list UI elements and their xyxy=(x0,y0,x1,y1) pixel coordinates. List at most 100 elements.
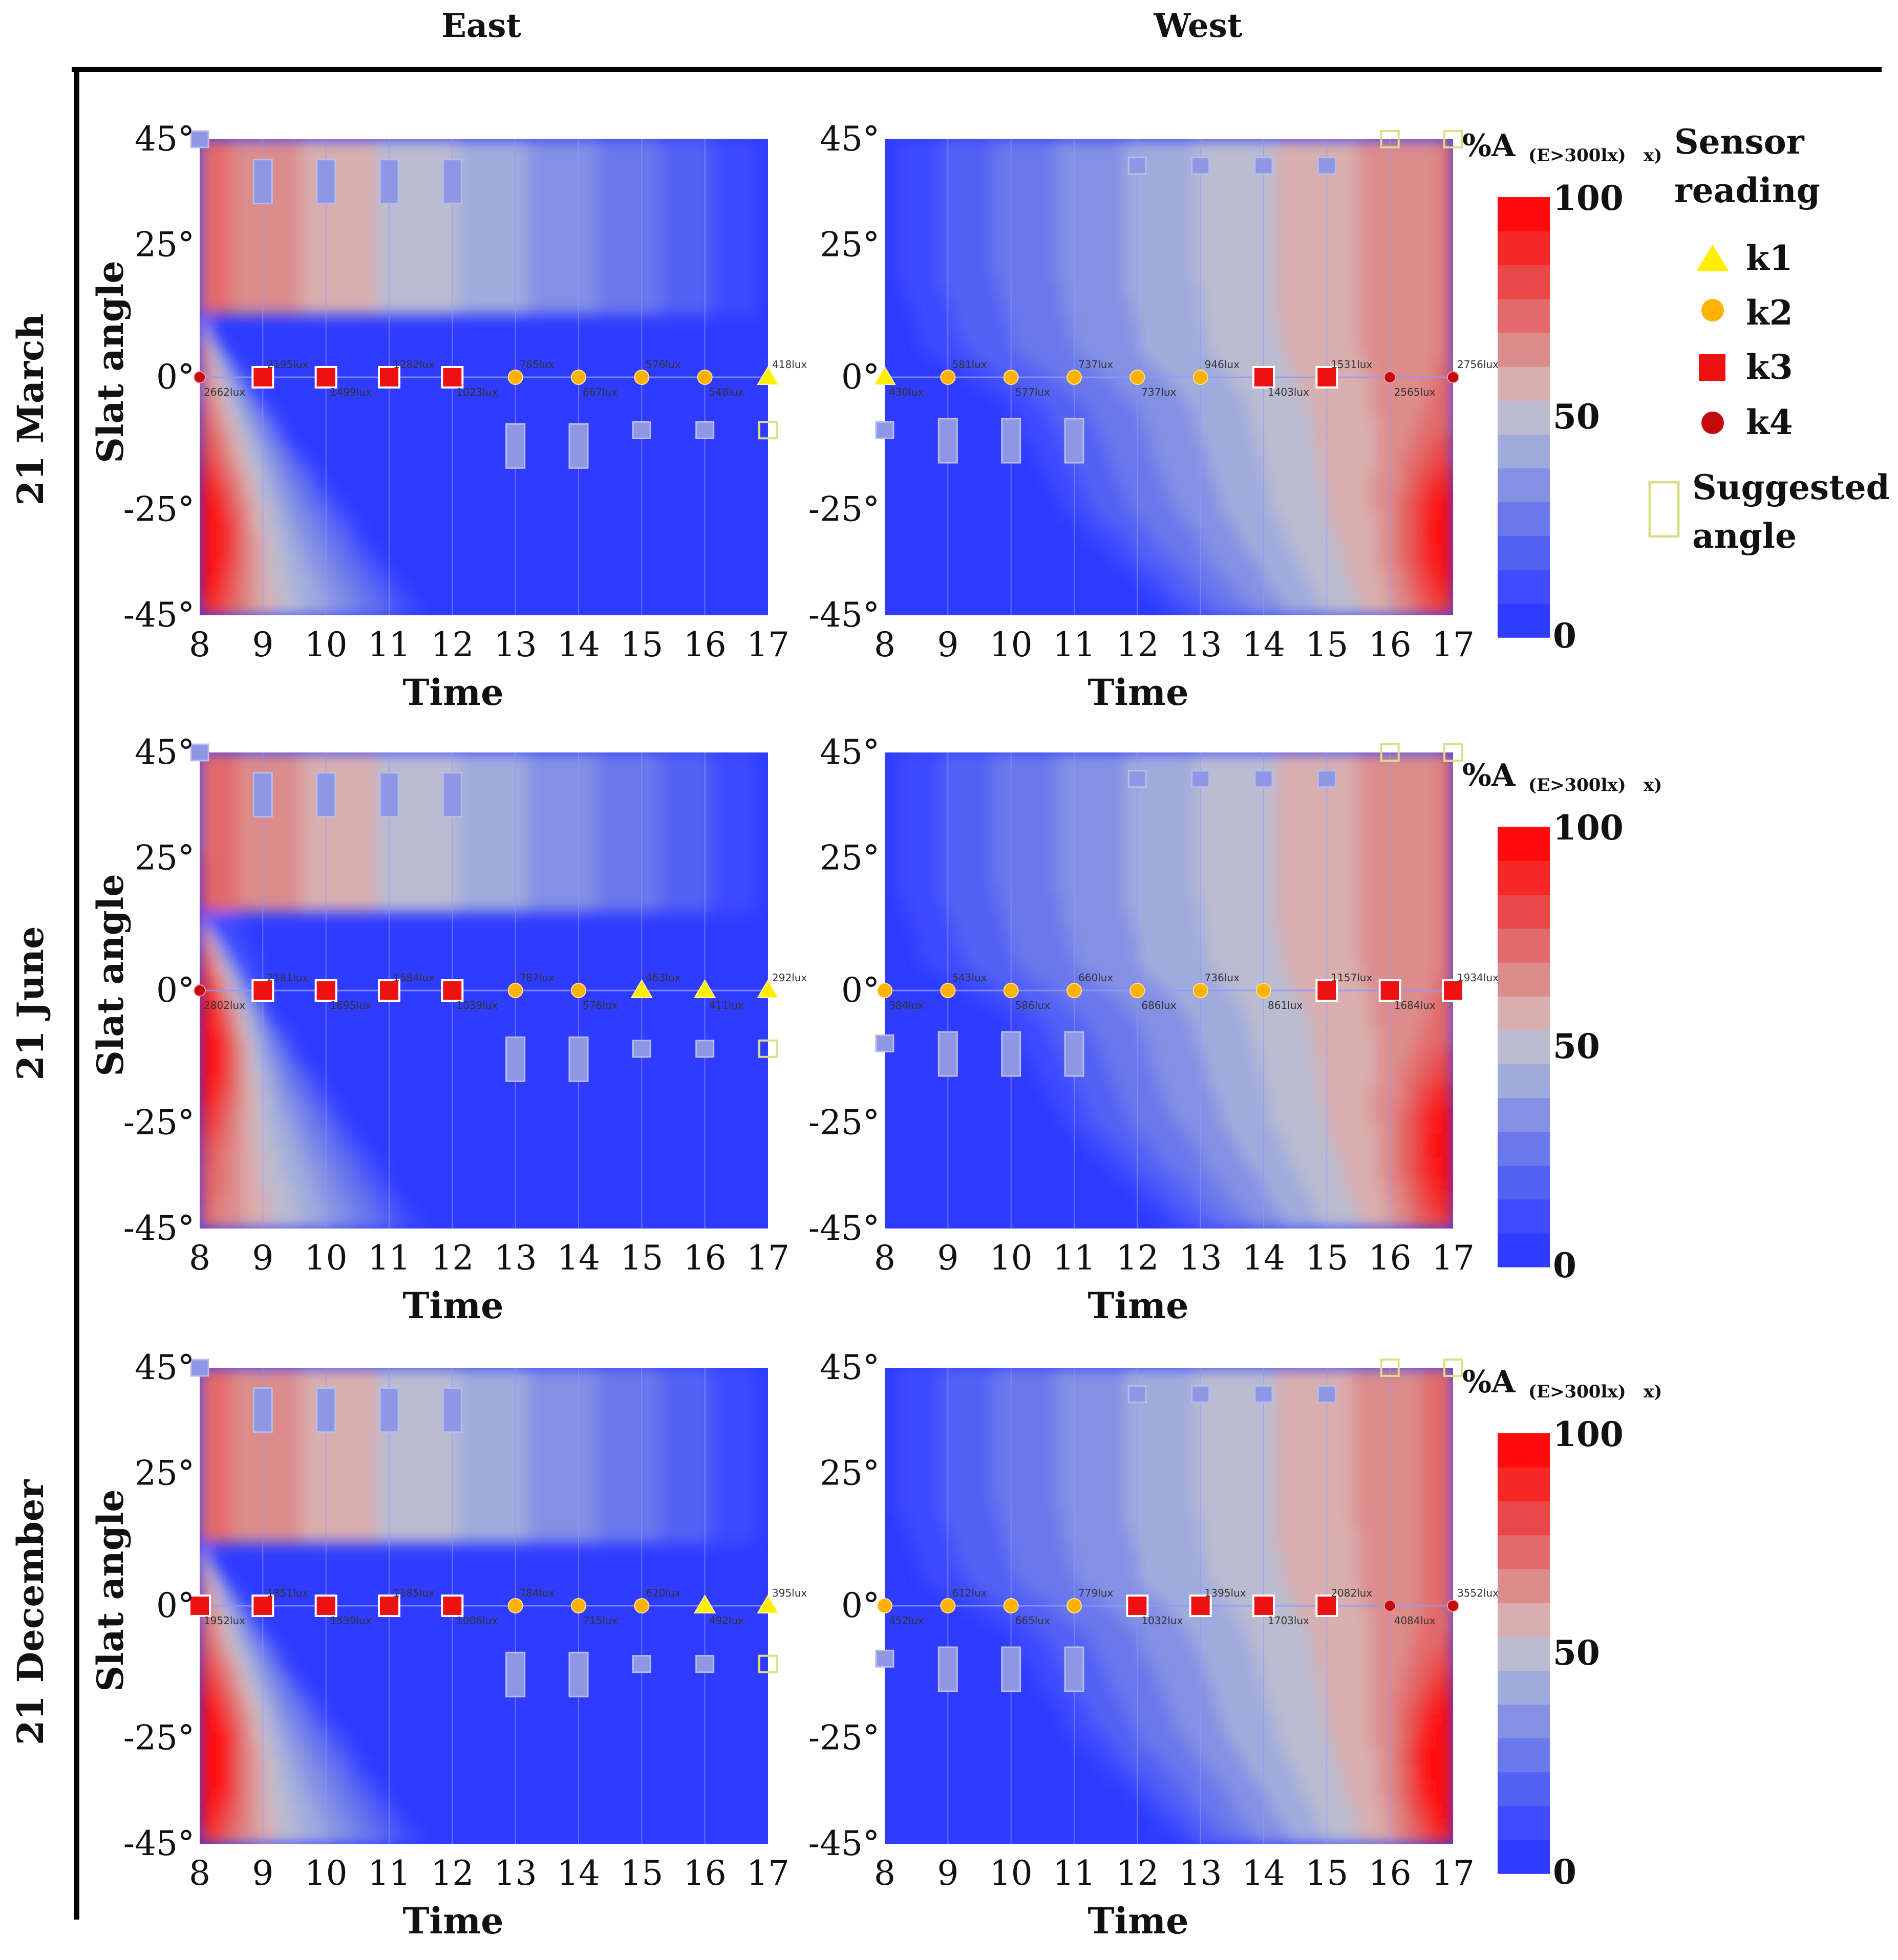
sensor-lux-label: 1282lux xyxy=(393,358,435,371)
colorbar-segment xyxy=(1498,1839,1550,1874)
y-axis-label: Slat angle xyxy=(89,1489,132,1692)
sensor-lux-label: 430lux xyxy=(889,386,924,398)
sensor-k2-marker xyxy=(1256,983,1271,998)
sensor-k3-marker xyxy=(251,1595,274,1617)
x-tick-label: 16 xyxy=(1369,625,1412,664)
colorbar-tick-label: 0 xyxy=(1553,1852,1576,1892)
sensor-lux-label: 1934lux xyxy=(1457,972,1499,984)
legend-k4-dot-marker xyxy=(1701,412,1724,434)
sensor-k3-marker xyxy=(1126,1595,1149,1617)
colorbar-tick-label: 50 xyxy=(1553,397,1600,437)
sensor-lux-label: 586lux xyxy=(1015,999,1050,1011)
x-tick-label: 17 xyxy=(747,1854,790,1893)
x-tick-label: 12 xyxy=(1116,625,1159,664)
x-tick-label: 9 xyxy=(937,625,958,664)
x-tick-label: 9 xyxy=(252,1854,273,1893)
colorbar-segment xyxy=(1498,569,1550,604)
sensor-lux-label: 3552lux xyxy=(1457,1587,1499,1599)
sensor-k2-marker xyxy=(877,1598,892,1613)
x-axis-label: Time xyxy=(402,671,503,714)
legend-k4-label: k4 xyxy=(1746,402,1793,442)
sensor-lux-label: 1695lux xyxy=(330,999,372,1011)
suggested-angle-marker xyxy=(695,421,715,439)
sensor-lux-label: 1684lux xyxy=(1394,999,1436,1011)
y-axis-label: Slat angle xyxy=(89,874,132,1076)
sensor-k2-marker xyxy=(697,370,713,385)
sensor-k2-marker xyxy=(507,1598,523,1613)
y-tick-label: 0° xyxy=(841,1586,880,1625)
x-tick-label: 9 xyxy=(937,1238,958,1278)
y-tick-label: 25° xyxy=(820,1454,880,1493)
colorbar-segment xyxy=(1498,996,1550,1030)
suggested-angle-marker xyxy=(937,1646,958,1692)
x-tick-label: 11 xyxy=(368,625,411,664)
suggested-angle-marker xyxy=(1317,1385,1336,1404)
sensor-lux-label: 2195lux xyxy=(267,358,308,371)
y-tick-label: -45° xyxy=(808,1209,880,1248)
panel-21-june-east: 2802lux 2181lux 1695lux 1584lux 1039lux 787lu… xyxy=(89,733,807,1327)
sensor-lux-label: 418lux xyxy=(772,358,807,371)
colorbar-segment xyxy=(1498,400,1550,435)
suggested-angle-marker xyxy=(1380,1359,1400,1377)
x-tick-label: 17 xyxy=(1432,1854,1475,1893)
y-tick-label: 25° xyxy=(820,225,880,265)
x-tick-label: 11 xyxy=(368,1238,411,1278)
colorbar-suffix: x) xyxy=(1644,145,1662,166)
suggested-angle-marker xyxy=(1317,770,1336,788)
suggested-angle-marker xyxy=(1191,1385,1210,1404)
sensor-k4-marker xyxy=(1383,371,1396,383)
suggested-angle-marker xyxy=(1064,418,1084,464)
suggested-angle-marker xyxy=(1064,1646,1084,1692)
sensor-lux-label: 4084lux xyxy=(1394,1614,1436,1627)
colorbar-segment xyxy=(1498,1165,1550,1200)
sensor-lux-label: 620lux xyxy=(646,1587,680,1599)
x-tick-label: 17 xyxy=(1432,625,1475,664)
sensor-lux-label: 779lux xyxy=(1078,1587,1113,1599)
x-tick-label: 15 xyxy=(620,1854,663,1893)
colorbar-segment xyxy=(1498,1636,1550,1671)
legend-suggested-line1: Suggested xyxy=(1692,467,1890,507)
sensor-lux-label: 1703lux xyxy=(1268,1614,1309,1627)
y-tick-label: 0° xyxy=(156,357,195,397)
y-tick-label: -45° xyxy=(123,1209,195,1248)
colorbar-suffix: x) xyxy=(1644,1382,1662,1402)
sensor-k2-marker xyxy=(1003,1598,1019,1613)
sensor-lux-label: 665lux xyxy=(1015,1614,1050,1627)
sensor-lux-label: 2565lux xyxy=(1394,386,1436,398)
sensor-k2-marker xyxy=(1067,983,1082,998)
x-tick-label: 10 xyxy=(305,1854,348,1893)
sensor-k3-marker xyxy=(441,366,464,389)
x-tick-label: 8 xyxy=(189,1854,210,1893)
suggested-angle-marker xyxy=(1443,743,1463,762)
column-title-east: East xyxy=(441,7,521,45)
sensor-lux-label: 384lux xyxy=(889,999,924,1011)
x-tick-label: 13 xyxy=(494,1238,537,1278)
sensor-lux-label: 1539lux xyxy=(330,1614,372,1627)
colorbar-subscript: (E>300lx) xyxy=(1528,775,1626,795)
colorbar-segment xyxy=(1498,962,1550,997)
panel-21-june-west: 384lux 543lux 586lux 660lux 686lux 736lux 861l… xyxy=(808,733,1499,1327)
suggested-angle-marker xyxy=(568,1651,589,1697)
suggested-angle-marker xyxy=(875,421,894,439)
sensor-lux-label: 395lux xyxy=(772,1587,807,1599)
panel-21-march-east: 2662lux 2195lux 1499lux 1282lux 1023lux 765lu… xyxy=(89,119,807,714)
x-tick-label: 14 xyxy=(557,625,600,664)
colorbar-segment xyxy=(1498,1501,1550,1536)
row-title-march: 21 March xyxy=(9,313,52,505)
colorbar-suffix: x) xyxy=(1644,775,1662,795)
sensor-k2-marker xyxy=(634,1598,650,1613)
sensor-lux-label: 1403lux xyxy=(1268,386,1309,398)
y-tick-label: -25° xyxy=(123,1718,195,1757)
sensor-k3-marker xyxy=(251,366,274,389)
sensor-lux-label: 581lux xyxy=(952,358,987,371)
sensor-k3-marker xyxy=(1189,1595,1212,1617)
sensor-k1-marker xyxy=(757,979,779,998)
y-tick-label: 45° xyxy=(135,119,195,159)
suggested-angle-marker xyxy=(1001,1031,1021,1077)
sensor-k3-marker xyxy=(1378,979,1401,1002)
sensor-k3-marker xyxy=(441,979,464,1002)
x-tick-label: 12 xyxy=(431,625,474,664)
sensor-lux-label: 861lux xyxy=(1268,999,1303,1011)
x-axis-label: Time xyxy=(1087,1284,1188,1327)
colorbar-segment xyxy=(1498,928,1550,963)
